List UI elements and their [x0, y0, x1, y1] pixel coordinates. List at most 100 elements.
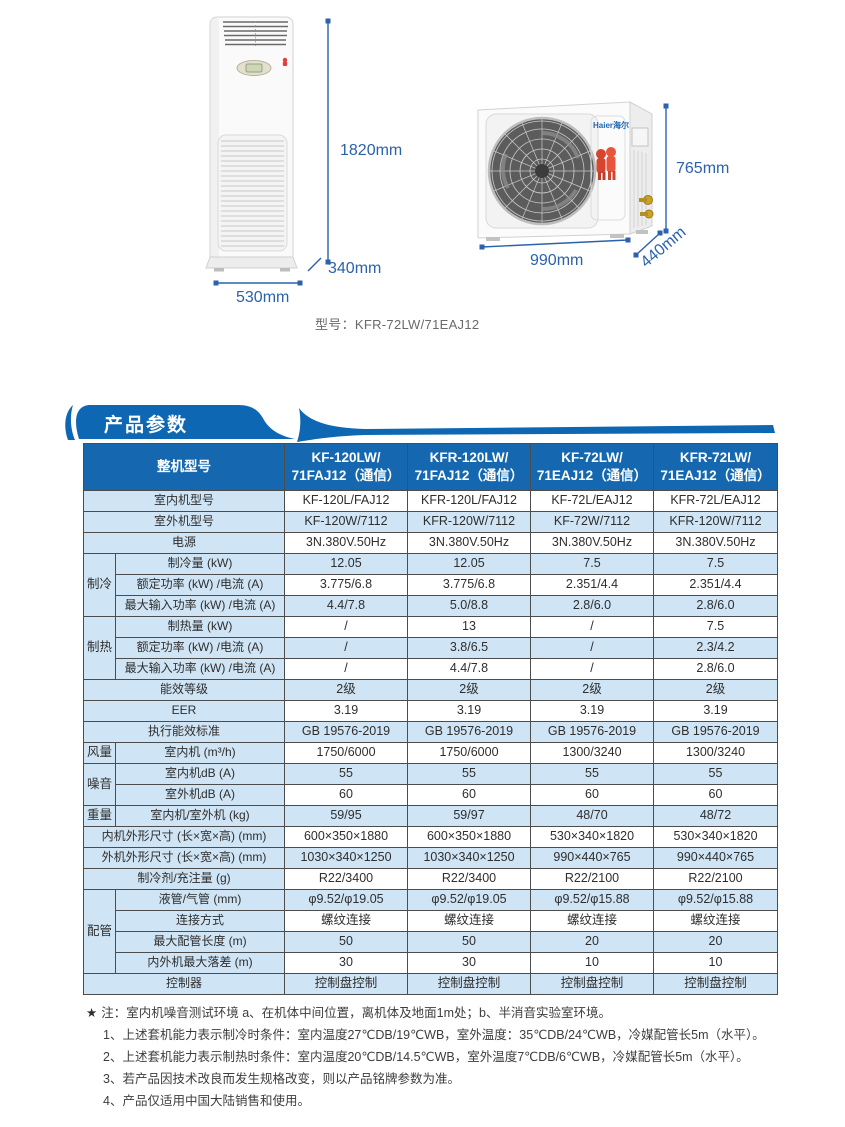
spec-value-cell: KF-120W/7112	[285, 512, 408, 533]
row-label: 室内机dB (A)	[116, 764, 285, 785]
spec-value-cell: 控制盘控制	[654, 974, 778, 995]
haier-logo: Haier海尔	[593, 120, 629, 130]
spec-value-cell: 1750/6000	[285, 743, 408, 764]
spec-value-cell: 990×440×765	[531, 848, 654, 869]
spec-value-cell: 59/97	[408, 806, 531, 827]
table-row: 能效等级2级2级2级2级	[84, 680, 778, 701]
row-group-label: 噪音	[84, 764, 116, 806]
spec-value-cell: R22/2100	[654, 869, 778, 890]
indoor-depth-label: 340mm	[328, 260, 381, 277]
note-text: 注：室内机噪音测试环境 a、在机体中间位置，离机体及地面1m处；b、半消音实验室…	[101, 1006, 611, 1020]
row-label: 最大输入功率 (kW) /电流 (A)	[116, 596, 285, 617]
row-label: 液管/气管 (mm)	[116, 890, 285, 911]
spec-value-cell: 3.19	[285, 701, 408, 722]
spec-value-cell: 螺纹连接	[531, 911, 654, 932]
table-header-row: 整机型号 KF-120LW/ 71FAJ12（通信） KFR-120LW/ 71…	[84, 444, 778, 491]
row-label: 室内机型号	[84, 491, 285, 512]
spec-value-cell: 3.19	[654, 701, 778, 722]
row-label: 室外机dB (A)	[116, 785, 285, 806]
spec-value-cell: KFR-120W/7112	[654, 512, 778, 533]
spec-value-cell: 50	[285, 932, 408, 953]
spec-value-cell: /	[285, 659, 408, 680]
spec-value-cell: 1300/3240	[654, 743, 778, 764]
table-row: 最大配管长度 (m)50502020	[84, 932, 778, 953]
table-row: 最大输入功率 (kW) /电流 (A)/4.4/7.8/2.8/6.0	[84, 659, 778, 680]
row-label: 室内机/室外机 (kg)	[116, 806, 285, 827]
spec-value-cell: 4.4/7.8	[285, 596, 408, 617]
mascot-sticker	[283, 58, 287, 66]
spec-value-cell: 3.19	[408, 701, 531, 722]
row-group-label: 风量	[84, 743, 116, 764]
spec-value-cell: /	[285, 638, 408, 659]
row-label: 内外机最大落差 (m)	[116, 953, 285, 974]
spec-value-cell: 2.351/4.4	[531, 575, 654, 596]
header-model-3: KF-72LW/ 71EAJ12（通信）	[531, 444, 654, 491]
outdoor-unit-figure: Haier海尔 765mm	[450, 88, 750, 288]
header-model-4: KFR-72LW/ 71EAJ12（通信）	[654, 444, 778, 491]
table-row: 室外机型号KF-120W/7112KFR-120W/7112KF-72W/711…	[84, 512, 778, 533]
row-label: EER	[84, 701, 285, 722]
row-label: 最大配管长度 (m)	[116, 932, 285, 953]
fan-grille-icon	[486, 114, 598, 228]
table-row: 内机外形尺寸 (长×宽×高) (mm)600×350×1880600×350×1…	[84, 827, 778, 848]
spec-value-cell: 59/95	[285, 806, 408, 827]
indoor-width-dimension: 530mm	[214, 281, 303, 307]
spec-value-cell: 3.8/6.5	[408, 638, 531, 659]
spec-value-cell: /	[531, 659, 654, 680]
spec-value-cell: /	[531, 638, 654, 659]
row-label: 内机外形尺寸 (长×宽×高) (mm)	[84, 827, 285, 848]
table-row: 最大输入功率 (kW) /电流 (A)4.4/7.85.0/8.82.8/6.0…	[84, 596, 778, 617]
spec-value-cell: 10	[531, 953, 654, 974]
spec-value-cell: 20	[531, 932, 654, 953]
spec-value-cell: R22/3400	[285, 869, 408, 890]
spec-value-cell: GB 19576-2019	[531, 722, 654, 743]
spec-value-cell: 控制盘控制	[531, 974, 654, 995]
footnotes: ★注：室内机噪音测试环境 a、在机体中间位置，离机体及地面1m处；b、半消音实验…	[86, 1002, 792, 1112]
spec-value-cell: 2级	[285, 680, 408, 701]
indoor-height-label: 1820mm	[340, 142, 402, 159]
table-row: 额定功率 (kW) /电流 (A)3.775/6.83.775/6.82.351…	[84, 575, 778, 596]
spec-value-cell: /	[285, 617, 408, 638]
spec-value-cell: 3.775/6.8	[285, 575, 408, 596]
spec-value-cell: 2级	[654, 680, 778, 701]
spec-value-cell: 1030×340×1250	[285, 848, 408, 869]
spec-value-cell: R22/2100	[531, 869, 654, 890]
table-row: 室外机dB (A)60606060	[84, 785, 778, 806]
row-label: 连接方式	[116, 911, 285, 932]
spec-value-cell: KFR-120W/7112	[408, 512, 531, 533]
spec-value-cell: 2.351/4.4	[654, 575, 778, 596]
spec-value-cell: 55	[285, 764, 408, 785]
spec-value-cell: 60	[654, 785, 778, 806]
row-group-label: 制冷	[84, 554, 116, 617]
header-model-1: KF-120LW/ 71FAJ12（通信）	[285, 444, 408, 491]
header-model-2: KFR-120LW/ 71FAJ12（通信）	[408, 444, 531, 491]
header-label: 整机型号	[84, 444, 285, 491]
note-line: 1、上述套机能力表示制冷时条件：室内温度27℃DB/19℃WB，室外温度：35℃…	[86, 1024, 792, 1046]
spec-value-cell: 1300/3240	[531, 743, 654, 764]
intake-grille	[218, 135, 287, 251]
spec-value-cell: 600×350×1880	[285, 827, 408, 848]
spec-table: 整机型号 KF-120LW/ 71FAJ12（通信） KFR-120LW/ 71…	[83, 443, 778, 995]
model-caption: 型号：KFR-72LW/71EAJ12	[315, 314, 575, 333]
note-line: 3、若产品因技术改良而发生规格改变，则以产品铭牌参数为准。	[86, 1068, 792, 1090]
spec-value-cell: 60	[408, 785, 531, 806]
spec-value-cell: /	[531, 617, 654, 638]
row-label: 执行能效标准	[84, 722, 285, 743]
spec-value-cell: φ9.52/φ15.88	[531, 890, 654, 911]
spec-value-cell: 螺纹连接	[285, 911, 408, 932]
spec-value-cell: 4.4/7.8	[408, 659, 531, 680]
table-row: 控制器控制盘控制控制盘控制控制盘控制控制盘控制	[84, 974, 778, 995]
table-row: 噪音室内机dB (A)55555555	[84, 764, 778, 785]
table-row: 配管液管/气管 (mm)φ9.52/φ19.05φ9.52/φ19.05φ9.5…	[84, 890, 778, 911]
outdoor-width-label: 990mm	[530, 252, 583, 269]
spec-value-cell: 3N.380V.50Hz	[285, 533, 408, 554]
table-row: EER3.193.193.193.19	[84, 701, 778, 722]
spec-value-cell: 48/70	[531, 806, 654, 827]
spec-value-cell: 控制盘控制	[285, 974, 408, 995]
indoor-unit-image	[206, 17, 297, 272]
spec-value-cell: 55	[654, 764, 778, 785]
row-label: 制冷剂/充注量 (g)	[84, 869, 285, 890]
spec-value-cell: 12.05	[408, 554, 531, 575]
spec-value-cell: 10	[654, 953, 778, 974]
spec-value-cell: 3N.380V.50Hz	[654, 533, 778, 554]
